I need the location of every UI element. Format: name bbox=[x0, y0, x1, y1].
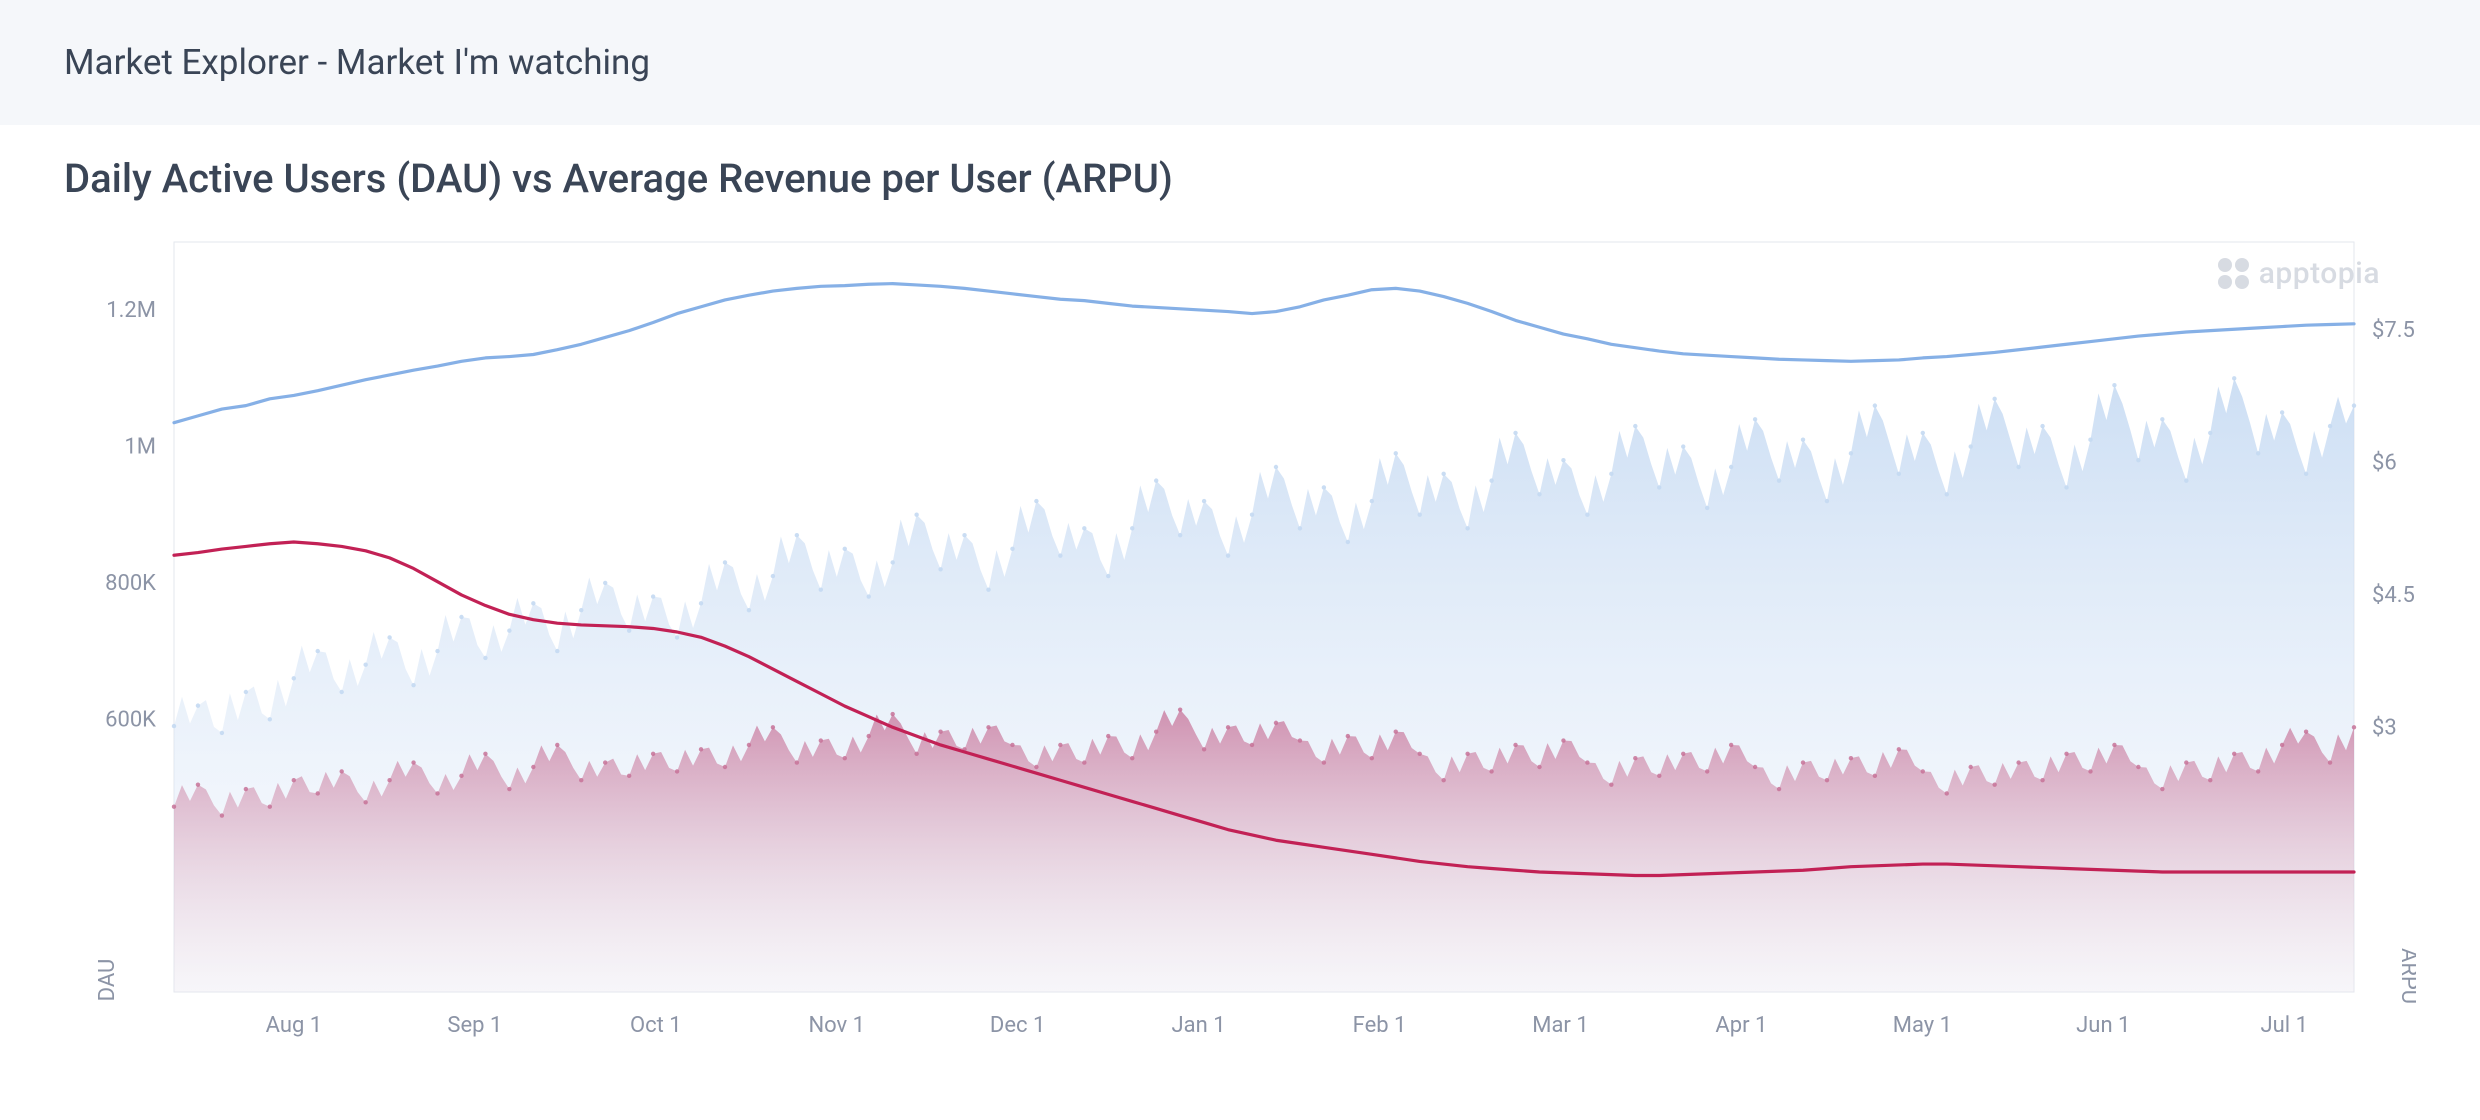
svg-text:Feb 1: Feb 1 bbox=[1353, 1013, 1407, 1038]
svg-text:Sep 1: Sep 1 bbox=[447, 1013, 502, 1038]
brand-name: apptopia bbox=[2259, 256, 2380, 291]
svg-text:Nov 1: Nov 1 bbox=[808, 1013, 865, 1038]
svg-text:1.2M: 1.2M bbox=[106, 298, 156, 323]
chart-container: 600K 800K 1M 1.2M DAU $3 $4.5 $6 $7.5 ARPU Aug 1 Se… bbox=[64, 232, 2416, 1072]
brand-watermark: apptopia bbox=[2218, 256, 2380, 291]
brand-logo-icon bbox=[2218, 258, 2249, 289]
svg-text:$3: $3 bbox=[2372, 715, 2397, 740]
svg-text:Aug 1: Aug 1 bbox=[266, 1013, 323, 1038]
svg-text:600K: 600K bbox=[105, 707, 156, 732]
svg-text:Jul 1: Jul 1 bbox=[2261, 1013, 2308, 1038]
svg-text:Jun 1: Jun 1 bbox=[2076, 1013, 2130, 1038]
svg-text:$7.5: $7.5 bbox=[2372, 318, 2415, 343]
svg-text:Apr 1: Apr 1 bbox=[1715, 1013, 1767, 1038]
svg-text:Mar 1: Mar 1 bbox=[1532, 1013, 1588, 1038]
chart-section: Daily Active Users (DAU) vs Average Reve… bbox=[0, 125, 2480, 1102]
svg-text:May 1: May 1 bbox=[1893, 1013, 1952, 1038]
svg-text:Oct 1: Oct 1 bbox=[630, 1013, 682, 1038]
header-title: Market Explorer - Market I'm watching bbox=[64, 42, 650, 83]
svg-text:$4.5: $4.5 bbox=[2372, 583, 2415, 608]
svg-text:ARPU: ARPU bbox=[2396, 948, 2416, 1004]
svg-text:$6: $6 bbox=[2372, 451, 2397, 476]
svg-text:DAU: DAU bbox=[95, 959, 120, 1002]
dau-arpu-chart: 600K 800K 1M 1.2M DAU $3 $4.5 $6 $7.5 ARPU Aug 1 Se… bbox=[64, 232, 2416, 1042]
svg-text:800K: 800K bbox=[105, 571, 156, 596]
svg-text:Dec 1: Dec 1 bbox=[990, 1013, 1045, 1038]
chart-title: Daily Active Users (DAU) vs Average Reve… bbox=[64, 155, 2416, 202]
svg-text:1M: 1M bbox=[124, 435, 156, 460]
header-bar: Market Explorer - Market I'm watching bbox=[0, 0, 2480, 125]
svg-text:Jan 1: Jan 1 bbox=[1172, 1013, 1226, 1038]
